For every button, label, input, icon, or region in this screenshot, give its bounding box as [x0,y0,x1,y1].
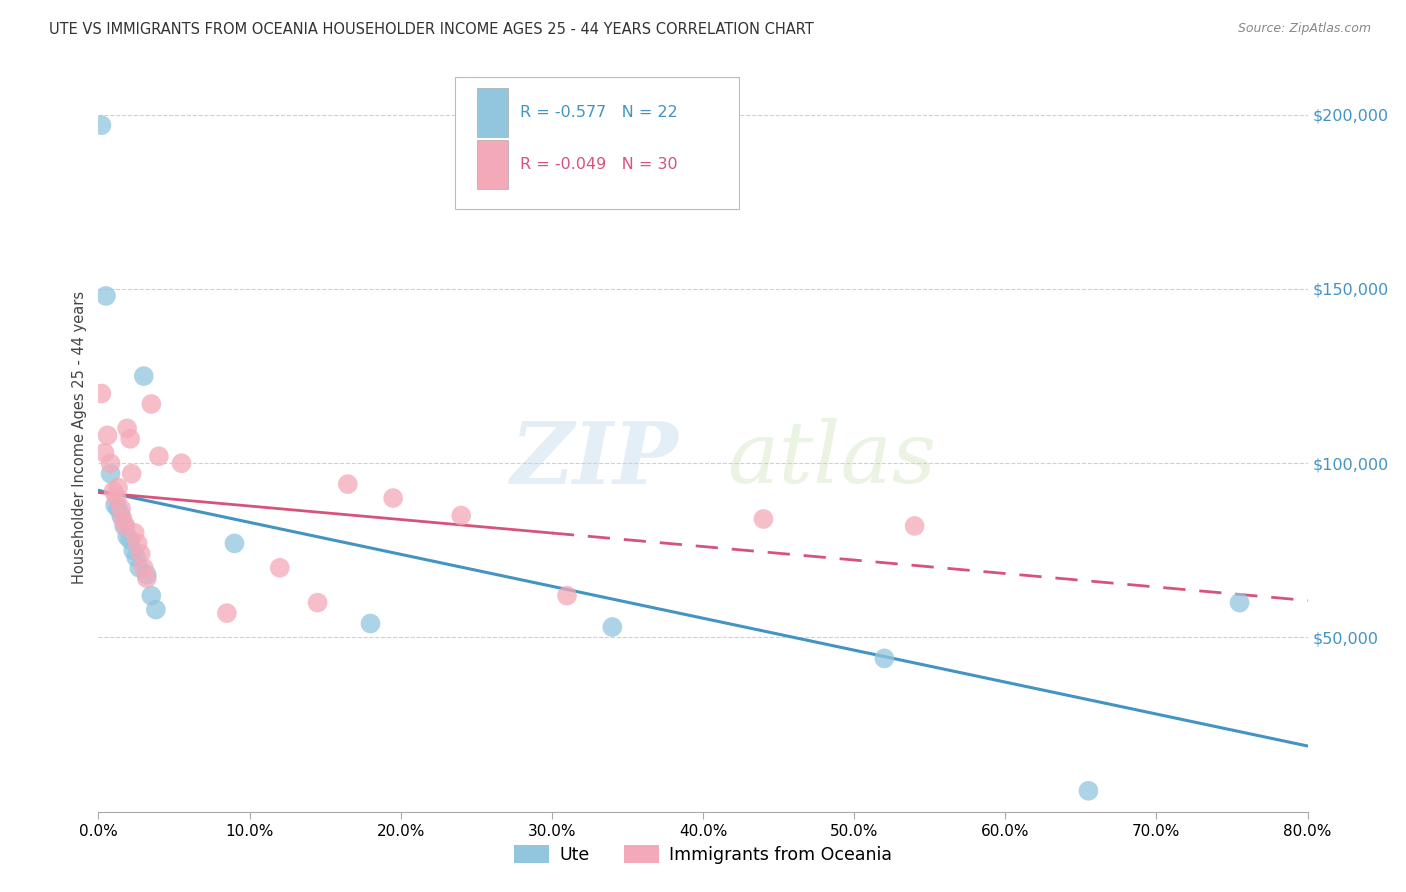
Point [873,651,896,665]
Point [104,498,127,512]
Point [336,477,359,491]
Point [145,602,167,616]
Point [127,536,149,550]
Point [94,289,117,303]
Point [141,589,163,603]
Point [1229,596,1251,610]
Point [103,484,125,499]
Legend: Ute, Immigrants from Oceania: Ute, Immigrants from Oceania [508,838,898,871]
Point [170,456,193,470]
Point [128,561,150,575]
Point [215,606,238,620]
Point [135,571,157,585]
FancyBboxPatch shape [477,140,509,189]
Point [269,561,291,575]
Point [450,508,472,523]
Point [120,432,142,446]
Point [129,547,152,561]
Point [110,501,132,516]
Point [107,481,129,495]
Text: Source: ZipAtlas.com: Source: ZipAtlas.com [1237,22,1371,36]
Point [122,543,145,558]
Point [110,508,132,523]
Point [93,446,115,460]
Point [360,616,382,631]
Point [112,519,135,533]
Point [132,561,155,575]
Point [224,536,246,550]
Text: atlas: atlas [727,418,936,501]
Point [382,491,405,505]
Point [100,456,122,470]
Point [135,567,157,582]
Point [141,397,163,411]
Point [752,512,775,526]
Point [115,529,138,543]
Point [107,501,129,516]
Point [90,118,112,132]
Point [120,533,142,547]
Point [124,525,146,540]
Point [602,620,624,634]
Point [555,589,578,603]
Point [96,428,118,442]
Point [307,596,329,610]
Point [111,512,134,526]
Point [100,467,122,481]
Point [1077,784,1099,798]
Point [121,467,143,481]
Point [148,449,170,463]
Text: R = -0.577   N = 22: R = -0.577 N = 22 [520,105,678,120]
Point [125,550,148,565]
Text: UTE VS IMMIGRANTS FROM OCEANIA HOUSEHOLDER INCOME AGES 25 - 44 YEARS CORRELATION: UTE VS IMMIGRANTS FROM OCEANIA HOUSEHOLD… [49,22,814,37]
Point [114,519,136,533]
FancyBboxPatch shape [456,78,740,209]
Y-axis label: Householder Income Ages 25 - 44 years: Householder Income Ages 25 - 44 years [72,291,87,583]
FancyBboxPatch shape [477,88,509,137]
Text: R = -0.049   N = 30: R = -0.049 N = 30 [520,157,678,172]
Point [904,519,927,533]
Point [115,421,138,435]
Point [90,386,112,401]
Point [132,369,155,384]
Point [105,491,128,505]
Text: ZIP: ZIP [510,417,679,501]
